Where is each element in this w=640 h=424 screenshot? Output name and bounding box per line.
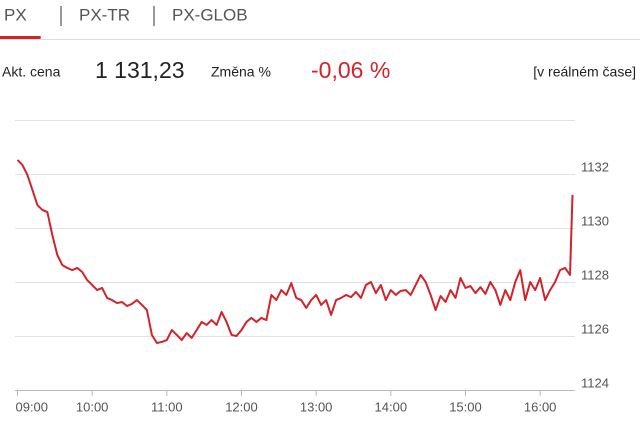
- y-tick-label: 1130: [581, 213, 609, 228]
- x-tick-label: 16:00: [524, 399, 557, 414]
- y-tick-label: 1128: [581, 267, 609, 282]
- y-tick-label: 1132: [581, 159, 609, 174]
- change: -0,06 %: [311, 57, 390, 83]
- x-tick-label: 09:00: [15, 399, 48, 414]
- x-tick-label: 14:00: [375, 399, 408, 414]
- chart: 1124 1126 1128 1130 1132 09:00 10:00 11:00 12:00…: [15, 120, 609, 414]
- price: 1 131,23: [95, 57, 185, 83]
- active-tab-underline: [0, 36, 41, 39]
- x-tick-label: 10:00: [76, 399, 109, 414]
- x-tick-label: 15:00: [449, 399, 482, 414]
- y-tick-label: 1124: [581, 375, 609, 390]
- mode: [v reálném čase]: [533, 64, 636, 80]
- tab[interactable]: PX: [4, 5, 27, 24]
- tab[interactable]: PX-TR: [79, 5, 130, 24]
- x-tick-label: 12:00: [225, 399, 258, 414]
- price-line: [16, 159, 574, 345]
- x-tick-label: 11:00: [151, 399, 183, 414]
- y-tick-label: 1126: [581, 321, 609, 336]
- tab[interactable]: PX-GLOB: [172, 5, 248, 24]
- change-label: Změna %: [211, 64, 271, 80]
- price-label: Akt. cena: [2, 64, 61, 80]
- x-tick-label: 13:00: [300, 399, 333, 414]
